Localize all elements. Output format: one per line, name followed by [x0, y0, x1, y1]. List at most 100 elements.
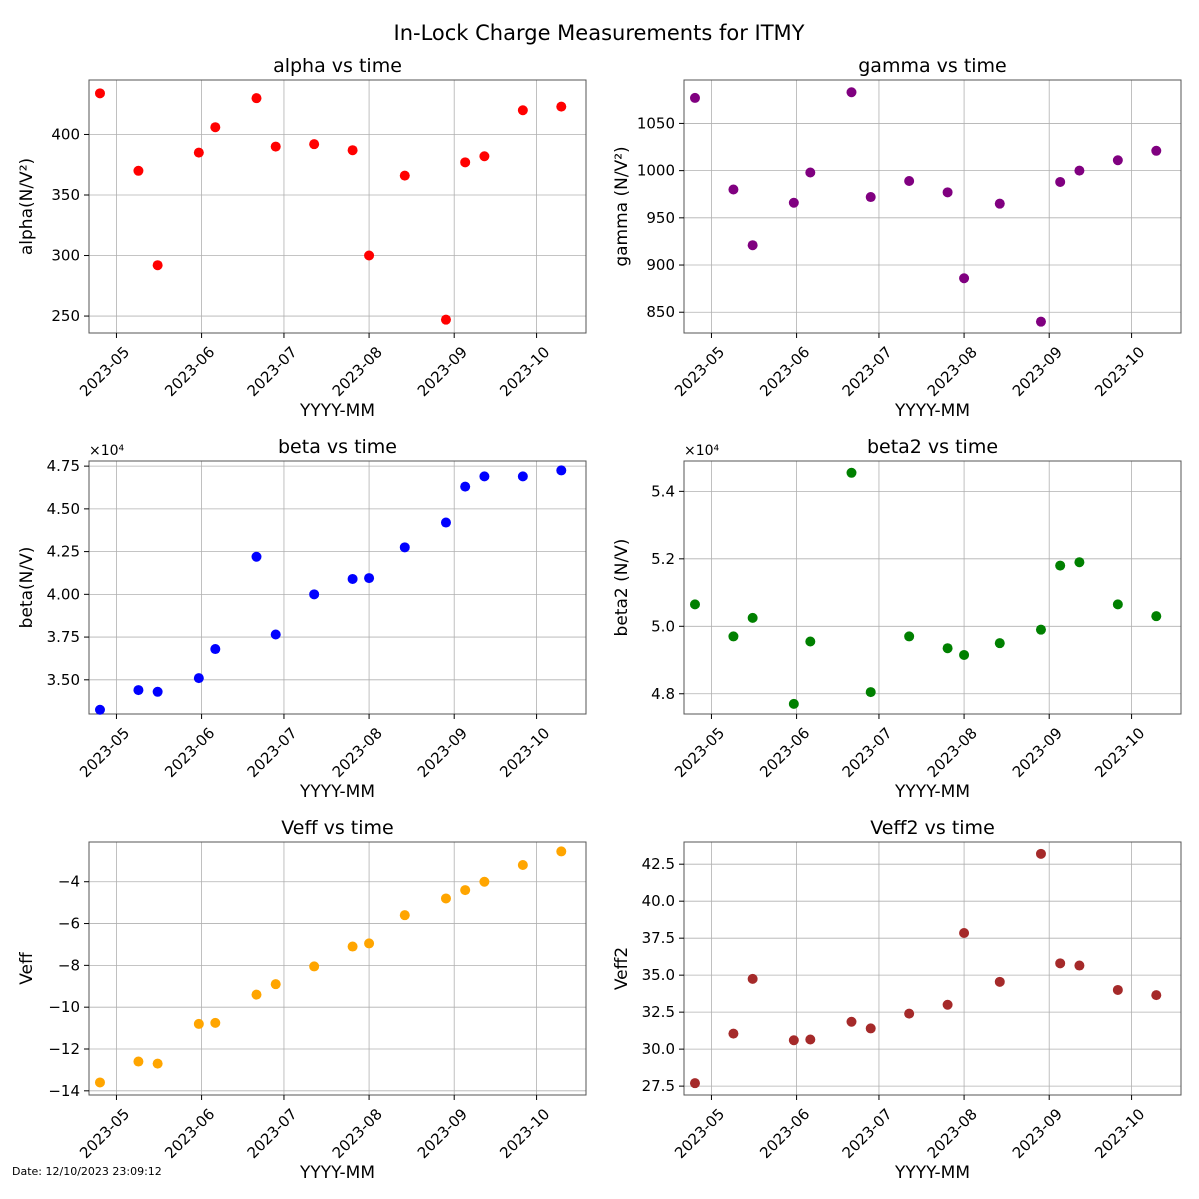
subplot-3: 2023-05 2023-06 2023-07 2023-08 2023-09 2023-…: [17, 436, 587, 802]
figure-footer-date: Date: 12/10/2023 23:09:12: [12, 1165, 162, 1178]
y-tick-label: 5.0: [651, 617, 675, 635]
grid: [89, 461, 586, 714]
data-point: [479, 876, 490, 887]
data-point: [959, 273, 970, 284]
data-point: [460, 885, 471, 896]
data-point: [210, 122, 221, 133]
data-point: [517, 105, 528, 116]
x-tick-label: 2023-10: [496, 343, 553, 400]
x-tick-label: 2023-07: [244, 724, 301, 781]
x-axis-label: YYYY-MM: [299, 782, 375, 802]
subplot-title: gamma vs time: [858, 55, 1007, 77]
data-point: [805, 636, 816, 647]
data-point: [747, 973, 758, 984]
y-tick-label: 1050: [637, 114, 675, 132]
data-point: [1112, 984, 1123, 995]
x-tick-label: 2023-10: [496, 1105, 553, 1162]
y-tick-label: 400: [51, 125, 80, 143]
data-point: [479, 151, 490, 162]
x-tick-label: 2023-05: [76, 1105, 133, 1162]
y-tick-label: −6: [58, 915, 80, 933]
data-point: [399, 170, 410, 181]
data-point: [904, 631, 915, 642]
grid: [684, 461, 1181, 714]
axes-frame: [683, 841, 1182, 1096]
x-tick-label: 2023-06: [756, 1105, 813, 1162]
data-point: [251, 989, 262, 1000]
data-point: [1151, 611, 1162, 622]
series-points: [94, 88, 567, 325]
data-point: [399, 542, 410, 553]
data-point: [728, 631, 739, 642]
data-point: [556, 101, 567, 112]
y-tick-label: −4: [58, 873, 80, 891]
data-point: [517, 860, 528, 870]
data-point: [942, 999, 953, 1010]
x-tick-label: 2023-08: [329, 343, 386, 400]
axes-frame: [683, 79, 1182, 334]
data-point: [1151, 145, 1162, 156]
data-point: [904, 176, 915, 187]
data-point: [1074, 557, 1085, 568]
x-tick-label: 2023-10: [496, 724, 553, 781]
data-point: [1151, 990, 1162, 1001]
data-point: [440, 893, 451, 904]
data-point: [133, 685, 144, 696]
data-point: [788, 197, 799, 208]
data-point: [1035, 848, 1046, 859]
y-axis-label: alpha(N/V²): [17, 158, 37, 255]
data-point: [1074, 165, 1085, 176]
x-axis-label: YYYY-MM: [299, 401, 375, 421]
data-point: [959, 927, 970, 938]
data-point: [460, 157, 471, 168]
y-tick-label: 4.50: [47, 500, 80, 518]
x-tick-label: 2023-08: [924, 1105, 981, 1162]
data-point: [689, 1078, 700, 1089]
x-tick-label: 2023-07: [244, 343, 301, 400]
figure-suptitle: In-Lock Charge Measurements for ITMY: [394, 21, 805, 45]
data-point: [347, 573, 358, 584]
data-point: [479, 471, 490, 482]
data-point: [865, 1023, 876, 1034]
data-point: [805, 167, 816, 178]
y-tick-label: 32.5: [642, 1003, 675, 1021]
data-point: [846, 467, 857, 478]
data-point: [152, 1058, 163, 1069]
data-point: [805, 1034, 816, 1045]
data-point: [1055, 176, 1066, 187]
y-tick-label: 5.2: [651, 550, 675, 568]
series-points: [94, 465, 567, 715]
y-tick-label: −8: [58, 956, 80, 974]
x-tick-label: 2023-10: [1091, 724, 1148, 781]
y-axis-label: gamma (N/V²): [612, 146, 632, 266]
grid: [89, 80, 586, 333]
data-point: [309, 139, 320, 150]
data-point: [994, 638, 1005, 649]
data-point: [193, 1018, 204, 1029]
data-point: [133, 165, 144, 176]
subplot-title: beta vs time: [278, 436, 397, 458]
data-point: [747, 612, 758, 623]
data-point: [689, 92, 700, 103]
y-tick-label: 950: [646, 209, 675, 227]
y-tick-label: 4.75: [47, 457, 80, 475]
x-tick-label: 2023-10: [1091, 343, 1148, 400]
y-axis-label: Veff: [17, 951, 37, 985]
data-point: [270, 141, 281, 152]
data-point: [94, 88, 105, 99]
data-point: [1035, 624, 1046, 635]
data-point: [556, 846, 567, 857]
x-tick-label: 2023-06: [161, 343, 218, 400]
y-tick-label: 3.50: [47, 671, 80, 689]
data-point: [347, 941, 358, 952]
y-axis-label: Veff2: [612, 947, 632, 990]
data-point: [1035, 316, 1046, 327]
data-point: [994, 976, 1005, 987]
axes-frame: [88, 841, 587, 1096]
subplot-title: Veff2 vs time: [870, 817, 995, 839]
x-tick-label: 2023-08: [329, 1105, 386, 1162]
data-point: [689, 599, 700, 610]
x-tick-label: 2023-07: [839, 1105, 896, 1162]
x-axis-label: YYYY-MM: [299, 1163, 375, 1183]
data-point: [309, 961, 320, 972]
